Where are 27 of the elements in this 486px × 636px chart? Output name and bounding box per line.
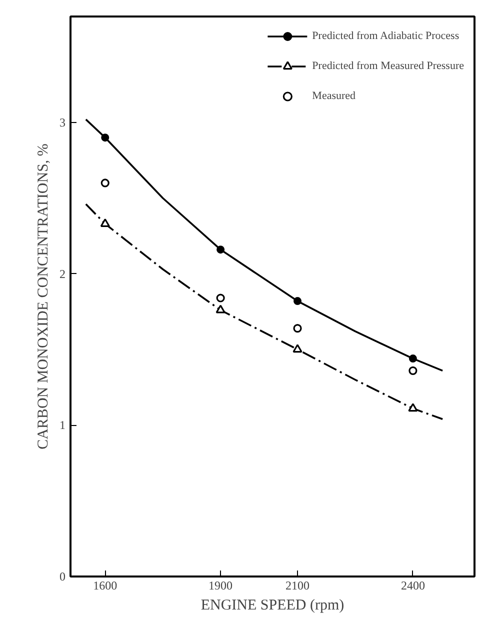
x-tick-label: 1900: [208, 578, 233, 592]
legend-label: Measured: [312, 90, 356, 102]
point: [292, 344, 302, 353]
y-tick-label: 2: [60, 266, 66, 281]
point: [408, 403, 418, 412]
point: [216, 304, 226, 314]
point: [216, 294, 225, 302]
y-tick-label: 3: [60, 115, 66, 130]
point: [216, 246, 225, 254]
line-series: [84, 118, 444, 372]
point: [408, 366, 418, 375]
y-tick-label: 0: [60, 570, 66, 584]
point: [100, 178, 110, 188]
point: [408, 354, 417, 363]
legend-label: Predicted from Measured Pressure: [312, 60, 464, 72]
point: [101, 134, 110, 142]
x-tick-label: 1600: [93, 578, 118, 592]
line-series: [84, 203, 444, 420]
point: [100, 218, 110, 227]
y-tick-label: 1: [60, 418, 66, 432]
x-tick-label: 2100: [286, 578, 310, 592]
x-axis-title: ENGINE SPEED (rpm): [200, 598, 344, 614]
point: [293, 324, 302, 333]
point: [294, 297, 302, 306]
legend-label: Predicted from Adiabatic Process: [312, 30, 460, 42]
x-tick-label: 2400: [400, 578, 425, 592]
y-axis-title: CARBON MONOXIDE CONCENTRATIONS, %: [36, 144, 52, 450]
